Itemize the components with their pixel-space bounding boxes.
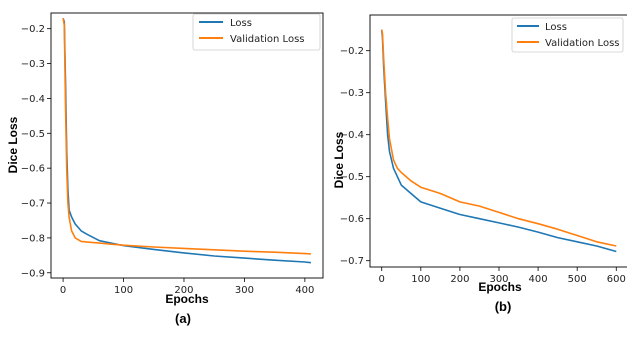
chart-b-series-validation-loss [380, 29, 617, 247]
chart-b-ytick-label-3: −0.5 [340, 172, 364, 183]
chart-a-ytick-label-5: −0.7 [21, 199, 45, 210]
chart-a-ytick-label-1: −0.3 [21, 59, 45, 70]
chart-b-ytick-label-0: −0.2 [340, 46, 364, 57]
chart-b-xtick-label-4: 400 [529, 274, 548, 285]
chart-b-xtick-label-6: 600 [607, 274, 626, 285]
chart-b-ytick-label-5: −0.7 [340, 256, 364, 267]
chart-b-ytick-label-2: −0.4 [340, 130, 364, 141]
chart-b-series-loss [380, 29, 617, 253]
chart-a-ylabel: Dice Loss [6, 116, 20, 173]
chart-a-legend: Loss Validation Loss [192, 13, 321, 51]
chart-b-legend-loss-label: Loss [545, 22, 567, 33]
chart-b-xtick-label-1: 100 [411, 274, 430, 285]
chart-b-ytick-label-4: −0.6 [340, 214, 364, 225]
chart-b-xtick-label-2: 200 [450, 274, 469, 285]
chart-a-panel-label: (a) [175, 311, 191, 326]
chart-a-frame [50, 12, 324, 279]
chart-b-ylabel: Dice Loss [332, 131, 346, 188]
chart-a: 0 100 200 300 400 −0.2 −0.3 −0.4 −0.5 −0.6 −0.7 −0.… [6, 12, 324, 326]
chart-a-xtick-label-0: 0 [60, 285, 66, 296]
chart-a-xtick-label-2: 200 [174, 285, 193, 296]
chart-a-xlabel: Epochs [165, 292, 209, 306]
chart-a-legend-box [192, 13, 321, 51]
chart-b-legend-validation-label: Validation Loss [545, 38, 620, 49]
chart-b: 0 100 200 300 400 500 600 −0.2 −0.3 −0.4 −0.5 −0.6 −… [332, 14, 627, 314]
chart-a-xtick-label-1: 100 [114, 285, 133, 296]
chart-b-panel-label: (b) [495, 299, 512, 314]
chart-a-ytick-label-4: −0.6 [21, 164, 45, 175]
chart-a-ytick-label-3: −0.5 [21, 129, 45, 140]
chart-a-legend-loss-label: Loss [230, 18, 252, 29]
chart-b-legend-box [511, 17, 624, 53]
chart-a-ytick-label-0: −0.2 [21, 24, 45, 35]
chart-b-xlabel: Epochs [478, 280, 522, 294]
chart-b-legend: Loss Validation Loss [511, 17, 624, 53]
chart-b-xtick-label-0: 0 [379, 274, 385, 285]
chart-a-series-validation-loss [62, 18, 311, 255]
chart-b-frame [369, 14, 627, 268]
chart-a-legend-validation-label: Validation Loss [230, 34, 305, 45]
chart-a-ytick-label-6: −0.8 [21, 233, 45, 244]
chart-b-xtick-label-3: 300 [489, 274, 508, 285]
chart-b-xtick-label-5: 500 [568, 274, 587, 285]
chart-a-series-loss [62, 17, 311, 264]
chart-a-xtick-label-4: 400 [295, 285, 314, 296]
chart-a-ytick-label-7: −0.9 [21, 268, 45, 279]
chart-b-ytick-label-1: −0.3 [340, 88, 364, 99]
chart-a-ytick-label-2: −0.4 [21, 94, 45, 105]
chart-a-xtick-label-3: 300 [235, 285, 254, 296]
